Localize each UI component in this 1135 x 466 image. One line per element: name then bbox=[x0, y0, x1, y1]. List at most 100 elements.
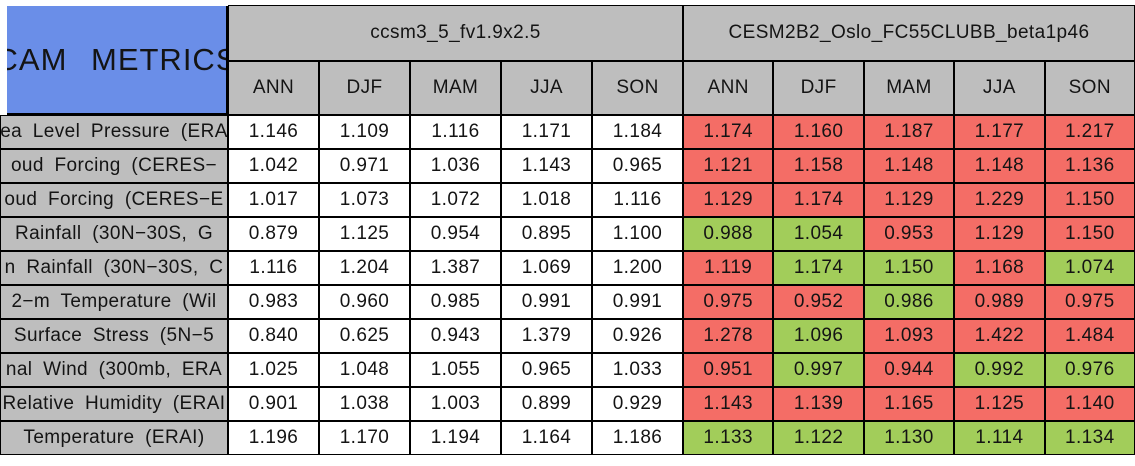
metric-value-cell: 1.048 bbox=[319, 353, 410, 387]
metric-value-cell: 1.143 bbox=[501, 149, 592, 183]
metric-value-cell: 0.901 bbox=[228, 387, 319, 421]
metric-value-cell: 1.116 bbox=[410, 115, 501, 149]
metric-value-cell: 1.125 bbox=[954, 387, 1045, 421]
metric-value-cell: 1.150 bbox=[1044, 183, 1135, 217]
metric-value-cell: 1.174 bbox=[773, 183, 864, 217]
metric-row-label: oud Forcing (CERES− bbox=[0, 149, 228, 183]
metric-value-cell: 1.196 bbox=[228, 421, 319, 455]
metric-value-cell: 1.129 bbox=[683, 183, 774, 217]
metric-value-cell: 1.194 bbox=[410, 421, 501, 455]
metric-value-cell: 1.146 bbox=[228, 115, 319, 149]
season-header: ANN bbox=[683, 61, 774, 115]
metric-value-cell: 1.139 bbox=[773, 387, 864, 421]
metric-value-cell: 1.025 bbox=[228, 353, 319, 387]
metric-value-cell: 1.174 bbox=[683, 115, 774, 149]
metric-value-cell: 0.895 bbox=[501, 217, 592, 251]
season-header: DJF bbox=[773, 61, 864, 115]
metric-value-cell: 1.116 bbox=[592, 183, 683, 217]
metric-value-cell: 1.121 bbox=[683, 149, 774, 183]
metric-value-cell: 1.168 bbox=[954, 251, 1045, 285]
metric-value-cell: 1.134 bbox=[1044, 421, 1135, 455]
metric-value-cell: 1.170 bbox=[319, 421, 410, 455]
metric-value-cell: 1.140 bbox=[1044, 387, 1135, 421]
metric-value-cell: 1.387 bbox=[410, 251, 501, 285]
metric-value-cell: 1.072 bbox=[410, 183, 501, 217]
metric-value-cell: 1.033 bbox=[592, 353, 683, 387]
metric-value-cell: 0.983 bbox=[228, 285, 319, 319]
metric-value-cell: 1.177 bbox=[954, 115, 1045, 149]
season-header: DJF bbox=[319, 61, 410, 115]
metric-value-cell: 0.953 bbox=[863, 217, 955, 251]
metric-value-cell: 1.119 bbox=[683, 251, 774, 285]
metric-value-cell: 1.074 bbox=[1044, 251, 1135, 285]
metric-value-cell: 1.096 bbox=[773, 319, 864, 353]
metric-value-cell: 1.148 bbox=[954, 149, 1045, 183]
metric-value-cell: 1.204 bbox=[319, 251, 410, 285]
season-header: MAM bbox=[410, 61, 501, 115]
metric-value-cell: 1.129 bbox=[863, 183, 955, 217]
metric-value-cell: 1.187 bbox=[863, 115, 955, 149]
metric-value-cell: 1.133 bbox=[683, 421, 774, 455]
metric-value-cell: 0.975 bbox=[1044, 285, 1135, 319]
metric-value-cell: 1.130 bbox=[863, 421, 955, 455]
metric-value-cell: 0.965 bbox=[501, 353, 592, 387]
metric-value-cell: 1.055 bbox=[410, 353, 501, 387]
metric-row-label: Temperature (ERAI) bbox=[0, 421, 228, 455]
model-name-header-1: ccsm3_5_fv1.9x2.5 bbox=[228, 5, 683, 61]
metric-value-cell: 1.150 bbox=[1044, 217, 1135, 251]
metric-row-label: n Rainfall (30N−30S, C bbox=[0, 251, 228, 285]
metric-value-cell: 0.986 bbox=[863, 285, 955, 319]
metric-value-cell: 0.899 bbox=[501, 387, 592, 421]
metric-value-cell: 1.038 bbox=[319, 387, 410, 421]
season-header: SON bbox=[592, 61, 683, 115]
season-header: SON bbox=[1044, 61, 1135, 115]
metric-value-cell: 1.422 bbox=[954, 319, 1045, 353]
metric-value-cell: 0.944 bbox=[863, 353, 955, 387]
metric-value-cell: 1.093 bbox=[863, 319, 955, 353]
metrics-table: CAM METRICS ccsm3_5_fv1.9x2.5 CESM2B2_Os… bbox=[0, 5, 1135, 455]
season-header: JJA bbox=[501, 61, 592, 115]
metric-value-cell: 1.100 bbox=[592, 217, 683, 251]
metric-value-cell: 0.988 bbox=[683, 217, 774, 251]
metric-row-label: Relative Humidity (ERAI bbox=[0, 387, 228, 421]
metric-value-cell: 1.217 bbox=[1044, 115, 1135, 149]
season-header: MAM bbox=[863, 61, 955, 115]
metric-value-cell: 0.976 bbox=[1044, 353, 1135, 387]
metric-value-cell: 1.229 bbox=[954, 183, 1045, 217]
metric-row-label: Surface Stress (5N−5 bbox=[0, 319, 228, 353]
metric-row-label: nal Wind (300mb, ERA bbox=[0, 353, 228, 387]
metric-value-cell: 0.989 bbox=[954, 285, 1045, 319]
metric-value-cell: 0.991 bbox=[592, 285, 683, 319]
metric-value-cell: 0.992 bbox=[954, 353, 1045, 387]
metric-row-label: ea Level Pressure (ERA bbox=[0, 115, 228, 149]
metric-value-cell: 1.184 bbox=[592, 115, 683, 149]
metric-value-cell: 0.951 bbox=[683, 353, 774, 387]
metric-value-cell: 1.129 bbox=[954, 217, 1045, 251]
metric-row-label: Rainfall (30N−30S, G bbox=[0, 217, 228, 251]
season-header: ANN bbox=[228, 61, 319, 115]
metric-value-cell: 1.143 bbox=[683, 387, 774, 421]
metric-value-cell: 0.879 bbox=[228, 217, 319, 251]
metric-value-cell: 0.929 bbox=[592, 387, 683, 421]
metric-value-cell: 1.160 bbox=[773, 115, 864, 149]
metric-value-cell: 0.971 bbox=[319, 149, 410, 183]
metric-value-cell: 0.985 bbox=[410, 285, 501, 319]
metric-value-cell: 1.136 bbox=[1044, 149, 1135, 183]
metric-value-cell: 1.171 bbox=[501, 115, 592, 149]
metric-value-cell: 0.926 bbox=[592, 319, 683, 353]
metric-value-cell: 1.003 bbox=[410, 387, 501, 421]
metric-row-label: oud Forcing (CERES−E bbox=[0, 183, 228, 217]
metric-value-cell: 1.017 bbox=[228, 183, 319, 217]
metric-value-cell: 1.165 bbox=[863, 387, 955, 421]
metric-value-cell: 1.042 bbox=[228, 149, 319, 183]
metric-value-cell: 1.379 bbox=[501, 319, 592, 353]
metric-value-cell: 1.164 bbox=[501, 421, 592, 455]
metric-value-cell: 1.073 bbox=[319, 183, 410, 217]
metric-value-cell: 1.150 bbox=[863, 251, 955, 285]
metric-value-cell: 0.960 bbox=[319, 285, 410, 319]
metric-value-cell: 1.109 bbox=[319, 115, 410, 149]
model-name-header-2: CESM2B2_Oslo_FC55CLUBB_beta1p46 bbox=[683, 5, 1135, 61]
metric-value-cell: 0.965 bbox=[592, 149, 683, 183]
metric-value-cell: 1.114 bbox=[954, 421, 1045, 455]
metric-value-cell: 1.200 bbox=[592, 251, 683, 285]
